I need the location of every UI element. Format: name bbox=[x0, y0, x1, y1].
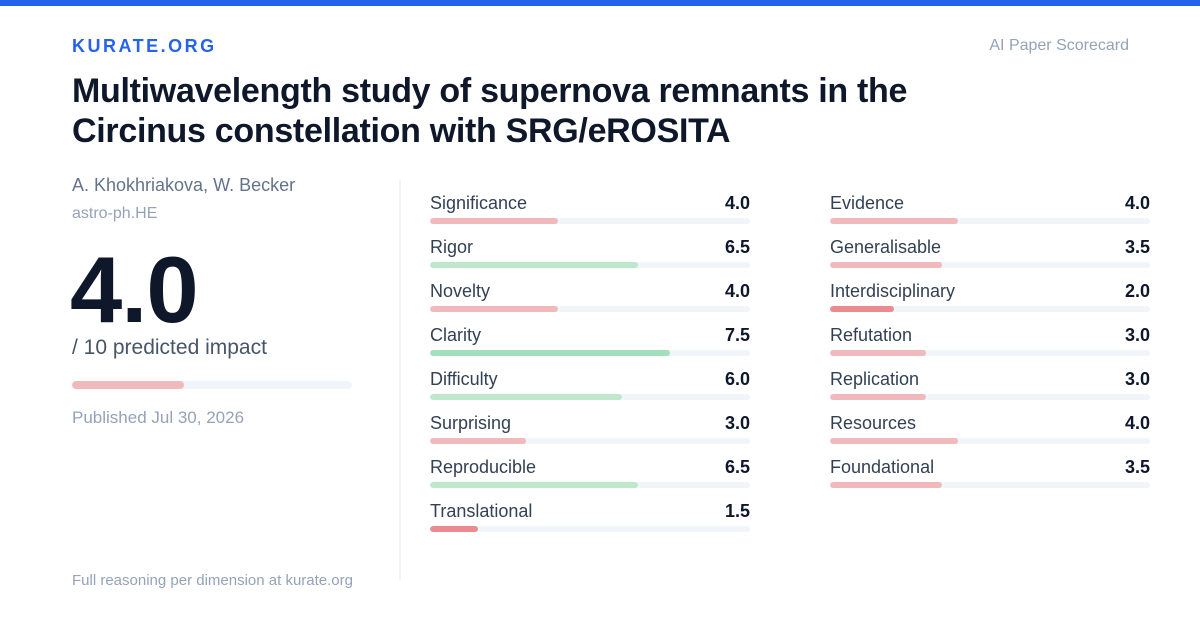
dimension-bar bbox=[830, 306, 1150, 312]
dimension-row: Refutation 3.0 bbox=[830, 324, 1150, 368]
column-divider bbox=[399, 180, 401, 580]
dimension-label: Replication bbox=[830, 369, 920, 389]
dimension-bar-fill bbox=[430, 438, 526, 444]
dimension-value: 6.0 bbox=[724, 369, 750, 389]
dimension-row: Reproducible 6.5 bbox=[430, 456, 750, 500]
dimension-bar bbox=[430, 482, 750, 488]
dimension-column-right: Evidence 4.0 Generalisable 3.5 Interdisc… bbox=[830, 192, 1150, 500]
dimension-row: Foundational 3.5 bbox=[830, 456, 1150, 500]
dimension-bar-fill bbox=[430, 394, 622, 400]
tagline: AI Paper Scorecard bbox=[989, 37, 1129, 54]
score-caption: / 10 predicted impact bbox=[72, 336, 267, 359]
overall-score: 4.0 bbox=[70, 237, 199, 342]
dimension-value: 6.5 bbox=[724, 237, 750, 257]
dimension-bar bbox=[830, 438, 1150, 444]
dimension-label: Refutation bbox=[830, 325, 913, 345]
dimension-value: 6.5 bbox=[724, 457, 750, 477]
dimension-row: Translational 1.5 bbox=[430, 500, 750, 544]
dimension-bar-fill bbox=[830, 438, 958, 444]
dimension-label: Surprising bbox=[430, 413, 512, 433]
dimension-column-left: Significance 4.0 Rigor 6.5 Novelty 4.0 C… bbox=[430, 192, 750, 544]
dimension-bar bbox=[830, 482, 1150, 488]
dimension-label: Significance bbox=[430, 193, 528, 213]
dimension-value: 3.5 bbox=[1124, 457, 1150, 477]
dimension-value: 3.0 bbox=[1124, 325, 1150, 345]
paper-authors: A. Khokhriakova, W. Becker bbox=[72, 175, 296, 195]
overall-score-bar-fill bbox=[72, 381, 184, 389]
dimension-label: Reproducible bbox=[430, 457, 537, 477]
dimension-bar-fill bbox=[830, 394, 926, 400]
dimension-bar bbox=[430, 306, 750, 312]
dimension-label: Difficulty bbox=[430, 369, 498, 389]
dimension-label: Clarity bbox=[430, 325, 482, 345]
dimension-bar bbox=[430, 526, 750, 532]
dimension-bar bbox=[430, 350, 750, 356]
dimension-value: 4.0 bbox=[1124, 413, 1150, 433]
dimension-bar-fill bbox=[430, 526, 478, 532]
dimension-value: 3.5 bbox=[1124, 237, 1150, 257]
dimension-value: 4.0 bbox=[724, 281, 750, 301]
dimension-label: Translational bbox=[430, 501, 533, 521]
dimension-value: 1.5 bbox=[724, 501, 750, 521]
published-date: Published Jul 30, 2026 bbox=[72, 408, 245, 427]
dimension-bar-fill bbox=[830, 350, 926, 356]
dimension-value: 3.0 bbox=[724, 413, 750, 433]
dimension-label: Rigor bbox=[430, 237, 474, 257]
dimension-row: Rigor 6.5 bbox=[430, 236, 750, 280]
paper-category: astro-ph.HE bbox=[72, 205, 158, 222]
overall-score-bar bbox=[72, 381, 352, 389]
dimension-label: Generalisable bbox=[830, 237, 942, 257]
dimension-bar bbox=[830, 218, 1150, 224]
dimension-label: Novelty bbox=[430, 281, 491, 301]
dimension-label: Interdisciplinary bbox=[830, 281, 956, 301]
dimension-bar-fill bbox=[830, 262, 942, 268]
dimension-bar bbox=[430, 438, 750, 444]
dimension-value: 3.0 bbox=[1124, 369, 1150, 389]
dimension-bar bbox=[430, 218, 750, 224]
footer-note: Full reasoning per dimension at kurate.o… bbox=[72, 572, 353, 589]
dimension-bar-fill bbox=[830, 482, 942, 488]
dimension-label: Resources bbox=[830, 413, 917, 433]
dimension-row: Evidence 4.0 bbox=[830, 192, 1150, 236]
top-accent-bar bbox=[0, 0, 1200, 6]
dimension-bar bbox=[830, 262, 1150, 268]
dimension-value: 7.5 bbox=[724, 325, 750, 345]
dimension-bar bbox=[430, 394, 750, 400]
dimension-bar-fill bbox=[430, 218, 558, 224]
dimension-bar bbox=[430, 262, 750, 268]
dimension-bar bbox=[830, 394, 1150, 400]
dimension-value: 4.0 bbox=[724, 193, 750, 213]
dimension-bar-fill bbox=[830, 218, 958, 224]
dimension-row: Surprising 3.0 bbox=[430, 412, 750, 456]
dimension-row: Resources 4.0 bbox=[830, 412, 1150, 456]
brand-logo[interactable]: KURATE.ORG bbox=[72, 36, 217, 56]
dimension-label: Evidence bbox=[830, 193, 905, 213]
dimension-value: 4.0 bbox=[1124, 193, 1150, 213]
dimension-value: 2.0 bbox=[1124, 281, 1150, 301]
dimension-bar-fill bbox=[430, 482, 638, 488]
dimension-row: Difficulty 6.0 bbox=[430, 368, 750, 412]
dimension-bar bbox=[830, 350, 1150, 356]
dimension-row: Significance 4.0 bbox=[430, 192, 750, 236]
dimension-row: Generalisable 3.5 bbox=[830, 236, 1150, 280]
paper-title: Multiwavelength study of supernova remna… bbox=[72, 72, 908, 150]
dimension-row: Interdisciplinary 2.0 bbox=[830, 280, 1150, 324]
dimension-row: Clarity 7.5 bbox=[430, 324, 750, 368]
dimension-row: Replication 3.0 bbox=[830, 368, 1150, 412]
dimension-row: Novelty 4.0 bbox=[430, 280, 750, 324]
dimension-bar-fill bbox=[430, 262, 638, 268]
dimension-label: Foundational bbox=[830, 457, 935, 477]
dimension-bar-fill bbox=[430, 350, 670, 356]
dimension-bar-fill bbox=[830, 306, 894, 312]
dimension-bar-fill bbox=[430, 306, 558, 312]
